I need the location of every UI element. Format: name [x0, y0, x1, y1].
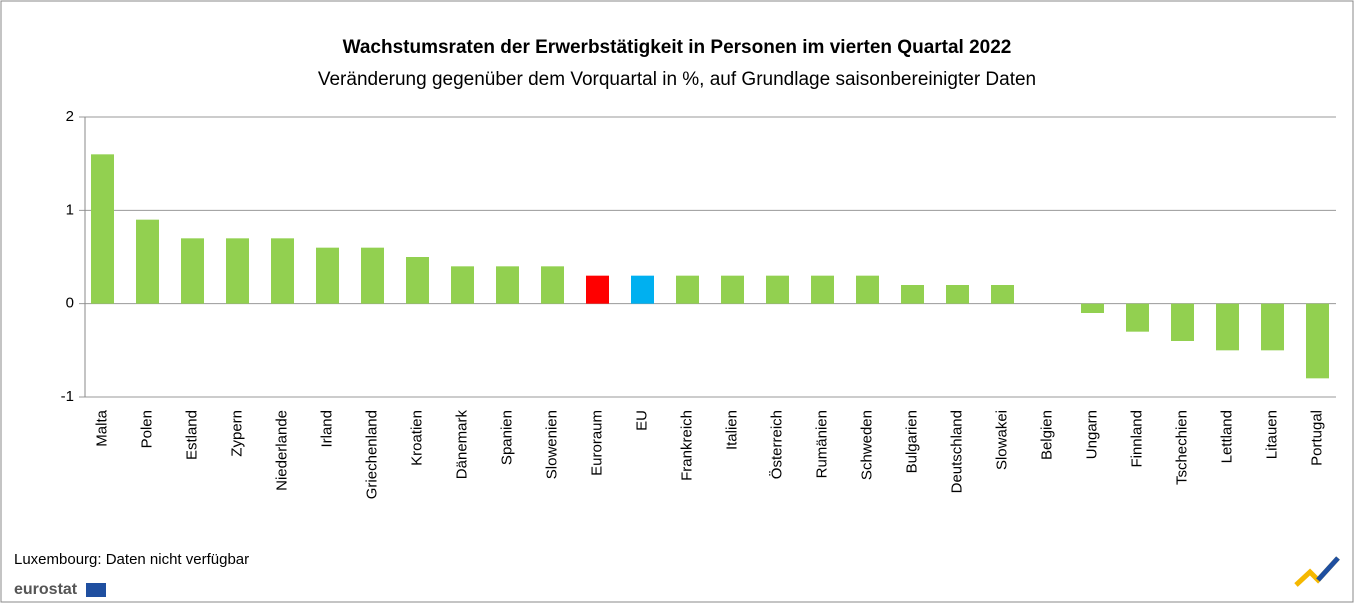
x-tick-label: Spanien	[498, 410, 515, 465]
x-tick-label: Griechenland	[363, 410, 380, 499]
bar	[676, 275, 699, 304]
x-tick-label: Portugal	[1308, 410, 1325, 466]
bar	[1306, 303, 1329, 379]
bar	[271, 238, 294, 304]
x-tick-label: Slowakei	[993, 410, 1010, 470]
x-tick-label: Schweden	[858, 410, 875, 480]
bar	[946, 285, 969, 304]
bar	[586, 275, 609, 304]
bar	[226, 238, 249, 304]
bar	[136, 219, 159, 304]
bar	[361, 247, 384, 304]
bar	[1261, 303, 1284, 351]
bar	[991, 285, 1014, 304]
bar	[856, 275, 879, 304]
bar	[1171, 303, 1194, 341]
chart-title: Wachstumsraten der Erwerbstätigkeit in P…	[343, 37, 1012, 58]
bar	[181, 238, 204, 304]
x-tick-label: Kroatien	[408, 410, 425, 466]
x-tick-label: Finnland	[1128, 410, 1145, 468]
x-tick-label: Bulgarien	[903, 410, 920, 473]
x-tick-label: Irland	[318, 410, 335, 448]
bar	[91, 154, 114, 304]
x-tick-label: Estland	[183, 410, 200, 460]
logo-arrow-tip	[1316, 556, 1340, 582]
bar	[541, 266, 564, 304]
bar	[451, 266, 474, 304]
x-tick-label: Malta	[93, 409, 110, 446]
y-tick-label: 0	[66, 295, 74, 312]
x-tick-label: Belgien	[1038, 410, 1055, 460]
x-tick-label: EU	[633, 410, 650, 431]
bar	[1216, 303, 1239, 351]
x-tick-label: Niederlande	[273, 410, 290, 491]
bar	[1081, 303, 1104, 313]
bar	[811, 275, 834, 304]
y-tick-label: 1	[66, 201, 74, 218]
bar	[766, 275, 789, 304]
x-tick-label: Ungarn	[1083, 410, 1100, 459]
x-tick-label: Zypern	[228, 410, 245, 457]
bar	[496, 266, 519, 304]
bar	[721, 275, 744, 304]
note: Luxembourg: Daten nicht verfügbar	[14, 551, 249, 568]
source-logo: eurostat	[14, 581, 78, 598]
x-tick-label: Italien	[723, 410, 740, 450]
bar	[631, 275, 654, 304]
x-tick-label: Polen	[138, 410, 155, 448]
bar	[316, 247, 339, 304]
x-tick-label: Rumänien	[813, 410, 830, 478]
x-tick-label: Deutschland	[948, 410, 965, 493]
chart-subtitle: Veränderung gegenüber dem Vorquartal in …	[318, 69, 1036, 90]
bar	[1126, 303, 1149, 332]
bar	[901, 285, 924, 304]
x-tick-label: Litauen	[1263, 410, 1280, 459]
x-tick-label: Dänemark	[453, 410, 470, 480]
bar	[406, 257, 429, 304]
x-tick-label: Tschechien	[1173, 410, 1190, 485]
x-tick-label: Frankreich	[678, 410, 695, 481]
x-tick-label: Lettland	[1218, 410, 1235, 463]
y-tick-label: 2	[66, 108, 74, 125]
y-tick-label: -1	[61, 388, 74, 405]
eu-flag	[86, 583, 106, 597]
x-tick-label: Slowenien	[543, 410, 560, 479]
x-tick-label: Euroraum	[588, 410, 605, 476]
x-tick-label: Österreich	[767, 410, 785, 479]
